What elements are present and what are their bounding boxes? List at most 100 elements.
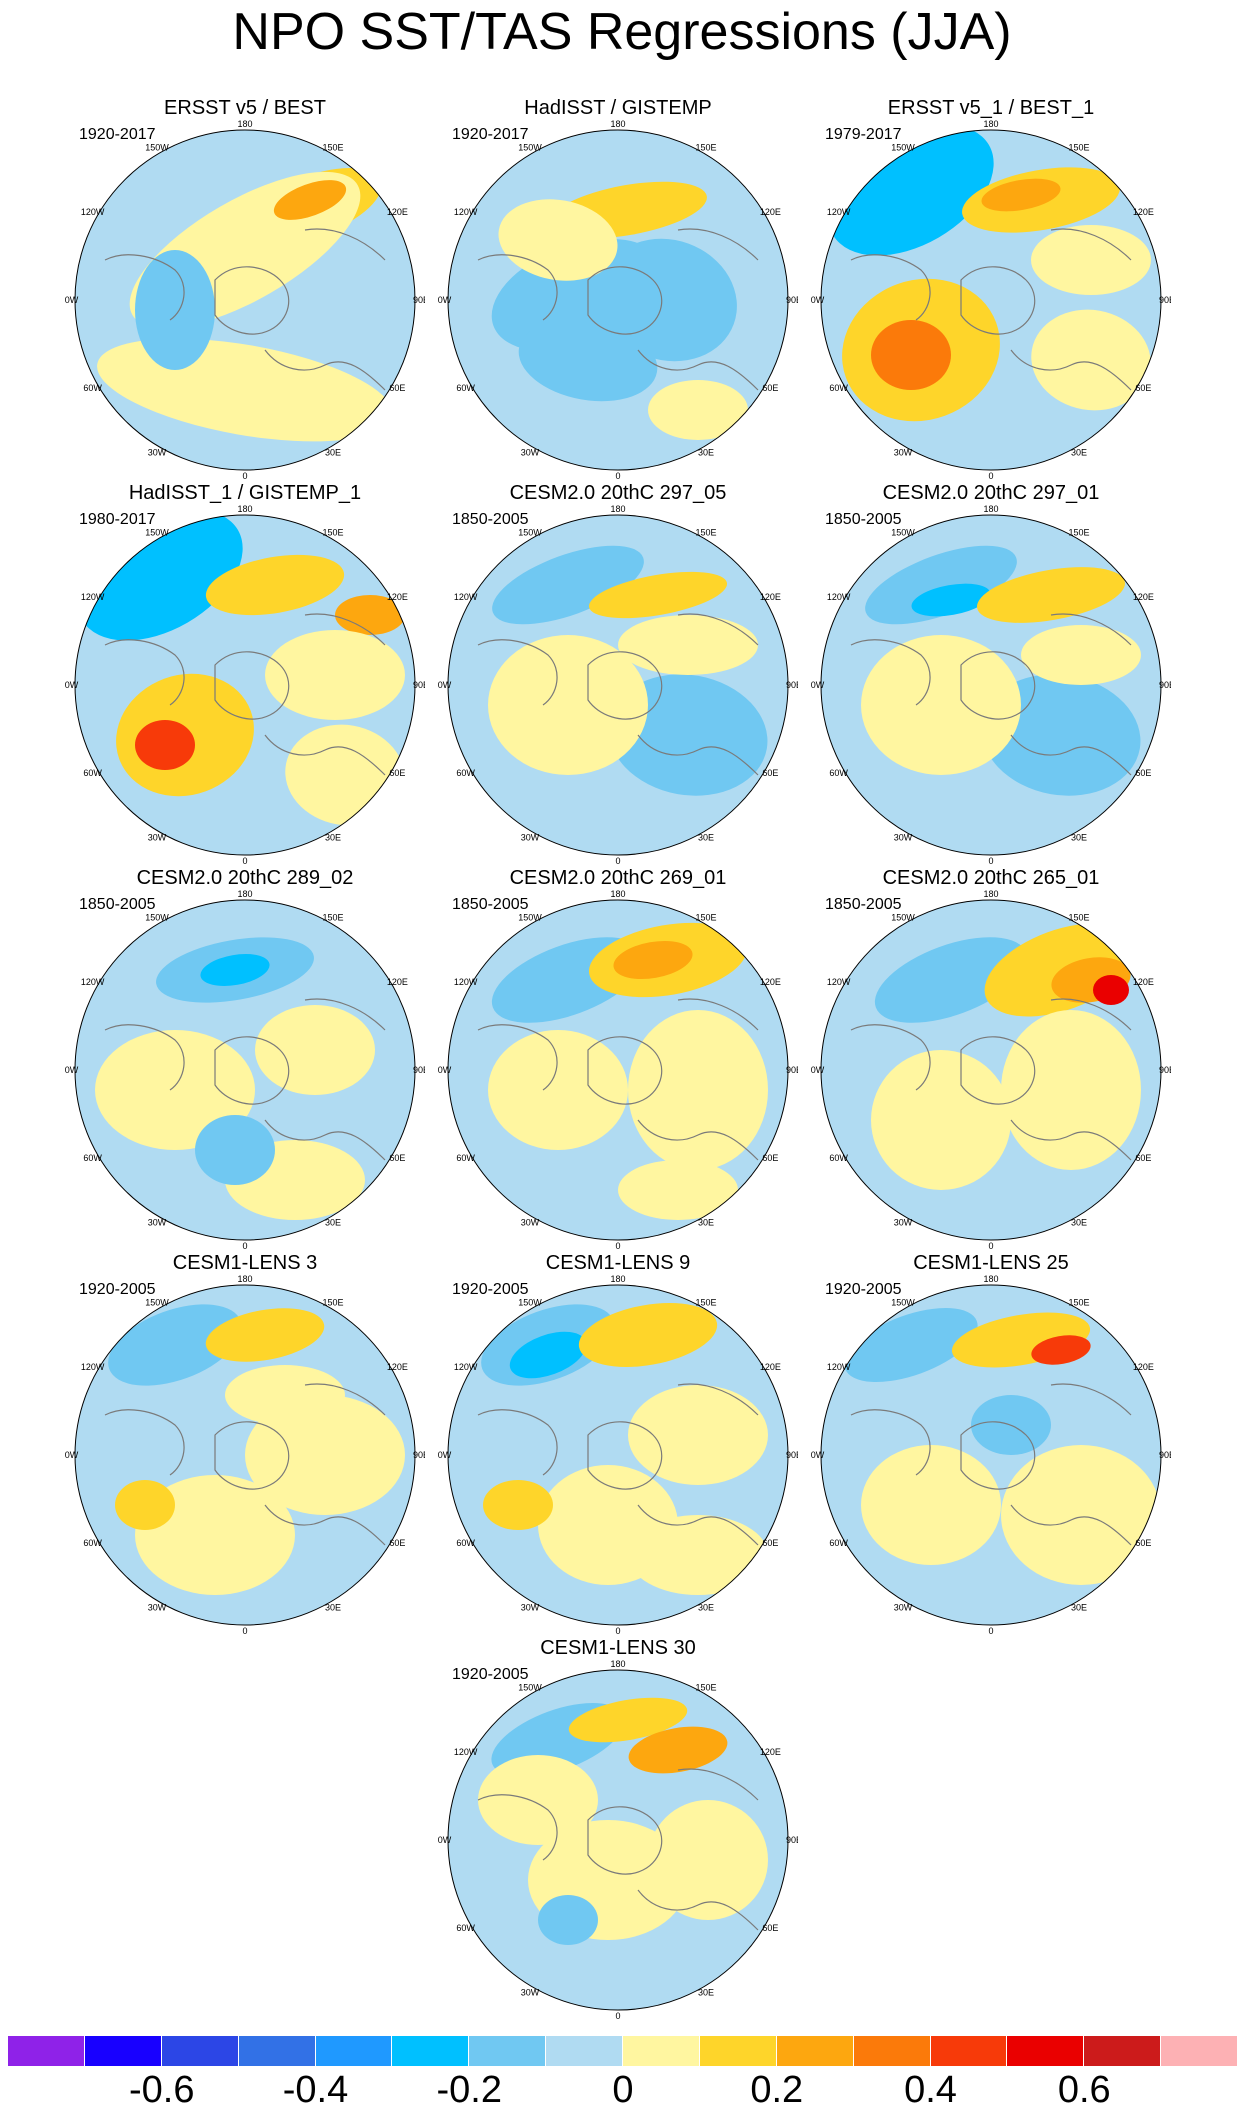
polar-map: 180 150E 120E 90E 60E 30E 0 30W 60W 90W 120W 150W — [438, 120, 798, 480]
longitude-label: 150W — [145, 913, 169, 923]
longitude-label: 30E — [698, 1217, 714, 1227]
longitude-label: 90E — [413, 295, 425, 305]
longitude-label: 30E — [325, 447, 341, 457]
map-panel: HadISST_1 / GISTEMP_1 1980-2017 180 150E 1… — [65, 480, 425, 865]
polar-map: 180 150E 120E 90E 60E 30E 0 30W 60W 90W 120W 150W — [438, 1660, 798, 2020]
longitude-label: 150W — [145, 143, 169, 153]
map-panel: CESM1-LENS 30 1920-2005 180 150E 120E 90E 60… — [438, 1635, 798, 2020]
longitude-label: 90E — [1159, 1065, 1171, 1075]
polar-map: 180 150E 120E 90E 60E 30E 0 30W 60W 90W 120W 150W — [65, 505, 425, 865]
polar-map: 180 150E 120E 90E 60E 30E 0 30W 60W 90W 120W 150W — [811, 505, 1171, 865]
panel-period: 1920-2005 — [452, 1666, 529, 1683]
panel-title: HadISST_1 / GISTEMP_1 — [128, 482, 362, 504]
longitude-label: 90W — [65, 1065, 79, 1075]
longitude-label: 30W — [521, 1987, 540, 1997]
colorbar-swatch — [161, 2036, 239, 2066]
longitude-label: 90W — [65, 680, 79, 690]
longitude-label: 30E — [325, 1602, 341, 1612]
map-panel: ERSST v5 / BEST 1920-2017 180 150E 120E 90E… — [65, 95, 425, 480]
figure-title: NPO SST/TAS Regressions (JJA) — [232, 3, 1012, 61]
panel-period: 1979-2017 — [825, 126, 902, 143]
longitude-label: 120E — [1133, 592, 1154, 602]
longitude-label: 120E — [760, 1362, 781, 1372]
longitude-label: 30E — [1071, 1602, 1087, 1612]
polar-map: 180 150E 120E 90E 60E 30E 0 30W 60W 90W 120W 150W — [65, 890, 425, 1250]
longitude-label: 120W — [454, 1747, 478, 1757]
map-panel: CESM1-LENS 25 1920-2005 180 150E 120E 90E 60… — [811, 1250, 1171, 1635]
panel-period: 1920-2017 — [79, 126, 156, 143]
longitude-label: 90W — [438, 1835, 452, 1845]
colorbar-swatch — [392, 2036, 470, 2066]
longitude-label: 0 — [988, 856, 993, 865]
longitude-label: 150W — [518, 1298, 542, 1308]
longitude-label: 120W — [827, 207, 851, 217]
longitude-label: 30E — [698, 832, 714, 842]
longitude-label: 150W — [891, 528, 915, 538]
panel-title: CESM2.0 20thC 289_02 — [136, 867, 354, 889]
longitude-label: 150W — [145, 1298, 169, 1308]
longitude-label: 30W — [894, 1217, 913, 1227]
longitude-label: 120E — [1133, 977, 1154, 987]
longitude-label: 180 — [983, 1275, 998, 1284]
longitude-label: 150E — [695, 143, 716, 153]
colorbar-tick-label: 0.2 — [750, 2069, 804, 2111]
longitude-label: 120W — [81, 977, 105, 987]
longitude-label: 90E — [786, 680, 798, 690]
longitude-label: 30W — [521, 1217, 540, 1227]
longitude-label: 150E — [695, 913, 716, 923]
longitude-label: 0 — [242, 471, 247, 480]
longitude-label: 90E — [786, 1450, 798, 1460]
colorbar-swatch — [853, 2036, 931, 2066]
panel-title: CESM2.0 20thC 269_01 — [509, 867, 727, 889]
colorbar-swatch — [84, 2036, 162, 2066]
polar-map: 180 150E 120E 90E 60E 30E 0 30W 60W 90W 120W 150W — [65, 120, 425, 480]
longitude-label: 60E — [1135, 383, 1151, 393]
longitude-label: 60W — [83, 383, 102, 393]
longitude-label: 60E — [1135, 768, 1151, 778]
longitude-label: 90E — [1159, 1450, 1171, 1460]
panel-title: HadISST / GISTEMP — [524, 97, 712, 119]
longitude-label: 120E — [760, 592, 781, 602]
longitude-label: 90E — [1159, 295, 1171, 305]
longitude-label: 60W — [829, 1538, 848, 1548]
map-panel: CESM2.0 20thC 297_01 1850-2005 180 150E 12… — [811, 480, 1171, 865]
longitude-label: 30E — [1071, 832, 1087, 842]
longitude-label: 120W — [81, 207, 105, 217]
longitude-label: 60E — [389, 383, 405, 393]
longitude-label: 0 — [615, 1626, 620, 1635]
panel-period: 1920-2017 — [452, 126, 529, 143]
panel-period: 1850-2005 — [825, 896, 902, 913]
longitude-label: 90W — [65, 1450, 79, 1460]
longitude-label: 120E — [387, 977, 408, 987]
longitude-label: 120E — [760, 1747, 781, 1757]
longitude-label: 60W — [83, 1153, 102, 1163]
longitude-label: 90E — [786, 1065, 798, 1075]
colorbar-swatch — [776, 2036, 854, 2066]
longitude-label: 150W — [891, 143, 915, 153]
longitude-label: 120W — [454, 977, 478, 987]
panel-title: CESM1-LENS 9 — [545, 1252, 691, 1274]
longitude-label: 90E — [786, 295, 798, 305]
longitude-label: 120E — [387, 1362, 408, 1372]
longitude-label: 30E — [1071, 1217, 1087, 1227]
polar-map: 180 150E 120E 90E 60E 30E 0 30W 60W 90W 120W 150W — [65, 1275, 425, 1635]
longitude-label: 120W — [81, 1362, 105, 1372]
panel-period: 1850-2005 — [79, 896, 156, 913]
colorbar-swatch — [623, 2036, 700, 2066]
longitude-label: 90E — [413, 1450, 425, 1460]
longitude-label: 60E — [1135, 1538, 1151, 1548]
map-panel: CESM2.0 20thC 297_05 1850-2005 180 150E 12… — [438, 480, 798, 865]
map-panel: CESM1-LENS 9 1920-2005 180 150E 120E 90E 60E… — [438, 1250, 798, 1635]
longitude-label: 120E — [1133, 1362, 1154, 1372]
longitude-label: 90W — [811, 295, 825, 305]
longitude-label: 60W — [456, 1153, 475, 1163]
longitude-label: 60E — [389, 1538, 405, 1548]
colorbar-swatch — [469, 2036, 547, 2066]
panel-period: 1920-2005 — [825, 1281, 902, 1298]
longitude-label: 30E — [698, 1602, 714, 1612]
colorbar-tick-label: -0.6 — [129, 2069, 195, 2111]
longitude-label: 30E — [325, 832, 341, 842]
longitude-label: 150E — [695, 1298, 716, 1308]
longitude-label: 180 — [237, 505, 252, 514]
longitude-label: 90E — [786, 1835, 798, 1845]
